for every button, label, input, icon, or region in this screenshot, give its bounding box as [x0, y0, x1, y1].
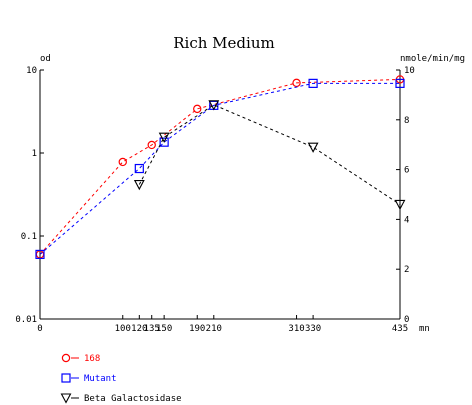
- x-tick-label: 330: [305, 324, 321, 334]
- data-point: [159, 137, 169, 147]
- data-point: [193, 104, 202, 114]
- right-axis-label: nmole/min/mg: [400, 54, 465, 64]
- axes: [39, 70, 401, 320]
- legend-marker: [61, 353, 71, 363]
- y-left-tick-label: 1: [32, 149, 37, 159]
- series-2: [133, 100, 406, 211]
- y-right-tick-label: 2: [404, 265, 409, 275]
- left-axis-label: od: [40, 54, 51, 64]
- x-tick-label: 310: [288, 324, 304, 334]
- data-point: [394, 199, 406, 211]
- x-tick-label: 210: [206, 324, 222, 334]
- data-point: [307, 142, 319, 153]
- y-left-tick-label: 0.1: [21, 232, 37, 242]
- data-point: [118, 157, 127, 167]
- x-axis-unit: mn: [419, 324, 430, 334]
- legend-marker: [60, 393, 72, 404]
- data-point: [395, 78, 405, 88]
- y-right-tick-label: 10: [404, 66, 415, 76]
- y-right-tick-label: 8: [404, 116, 409, 126]
- y-right-tick-label: 0: [404, 315, 409, 325]
- data-point: [147, 140, 156, 150]
- x-tick-label: 150: [156, 324, 172, 334]
- y-left-tick-label: 10: [26, 66, 37, 76]
- data-point: [35, 249, 45, 260]
- series-0: [35, 75, 405, 259]
- y-right-tick-label: 6: [404, 166, 409, 176]
- x-tick-label: 100: [115, 324, 131, 334]
- chart-title: Rich Medium: [173, 34, 274, 52]
- data-point: [158, 132, 170, 143]
- y-left-tick-label: 0.01: [15, 315, 37, 325]
- series-line: [39, 82, 400, 255]
- legend-item: Mutant: [61, 373, 117, 384]
- data-point: [292, 78, 301, 88]
- data-point: [308, 78, 318, 88]
- y-right-tick-label: 4: [404, 215, 409, 225]
- legend-label: Beta Galactosidase: [84, 394, 182, 404]
- series-1: [35, 78, 405, 260]
- legend-item: Beta Galactosidase: [60, 393, 182, 404]
- legend-label: 168: [84, 354, 100, 364]
- data-point: [134, 163, 144, 174]
- x-tick-label: 435: [392, 324, 408, 334]
- legend-marker: [61, 373, 71, 383]
- x-tick-label: 120: [131, 324, 147, 334]
- x-tick-label: 190: [189, 324, 205, 334]
- series-line: [39, 78, 401, 255]
- data-point: [208, 100, 220, 111]
- legend-item: 168: [61, 353, 100, 364]
- legend-label: Mutant: [84, 374, 117, 384]
- series-line: [138, 104, 401, 205]
- x-tick-label: 135: [144, 324, 160, 334]
- data-point: [133, 179, 145, 191]
- series-layer: [35, 75, 406, 260]
- legend: 168 Mutant Beta Galactosidase: [60, 353, 182, 404]
- x-tick-label: 0: [37, 324, 42, 334]
